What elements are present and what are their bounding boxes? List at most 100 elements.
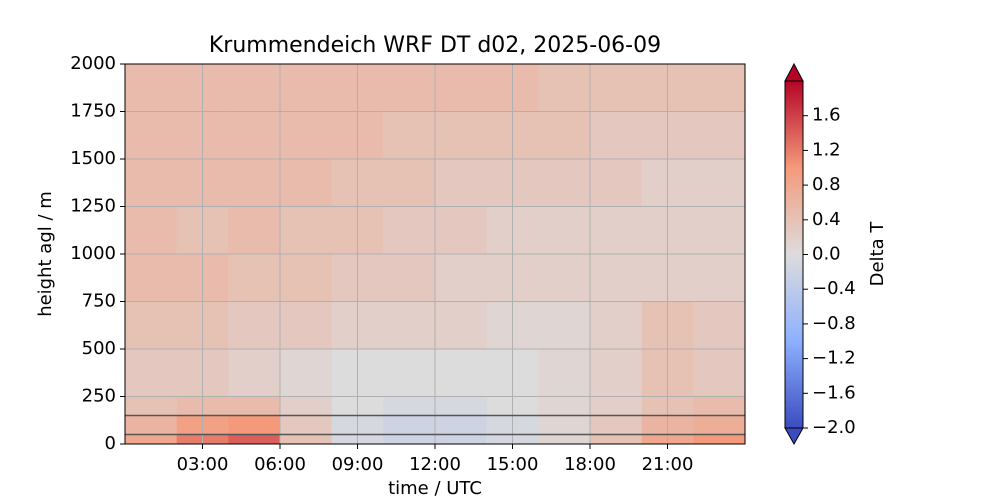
heat-cell — [538, 396, 591, 416]
heat-cell — [280, 349, 333, 397]
heat-cell — [125, 254, 178, 302]
heat-cell — [383, 254, 436, 302]
heat-cell — [435, 159, 488, 207]
heat-cell — [693, 206, 745, 255]
heat-cell — [538, 254, 591, 302]
heat-cell — [125, 396, 178, 416]
heat-cell — [435, 396, 488, 416]
heat-cell — [280, 301, 333, 350]
heat-cell — [228, 434, 281, 444]
colorbar-tick-label: 0.4 — [812, 209, 841, 230]
heat-cell — [693, 64, 745, 112]
x-tick-label: 18:00 — [564, 454, 616, 475]
y-tick-label: 1750 — [70, 101, 116, 122]
x-tick-label: 12:00 — [409, 454, 461, 475]
heat-cell — [693, 254, 745, 302]
y-axis-label: height agl / m — [35, 191, 56, 317]
colorbar-tick-label: 1.6 — [812, 105, 841, 126]
heat-cell — [590, 254, 643, 302]
heat-cell — [228, 396, 281, 416]
heat-cell — [590, 301, 643, 350]
y-tick-label: 500 — [82, 338, 116, 359]
heat-cell — [693, 349, 745, 397]
heat-cell — [228, 64, 281, 112]
chart-title: Krummendeich WRF DT d02, 2025-06-09 — [209, 33, 661, 58]
heat-cell — [590, 111, 643, 160]
heat-cell — [435, 64, 488, 112]
heat-cell — [280, 434, 333, 444]
x-tick-label: 21:00 — [642, 454, 694, 475]
x-tick-label: 15:00 — [487, 454, 539, 475]
x-axis-label: time / UTC — [388, 478, 482, 499]
colorbar-tick-label: −2.0 — [812, 417, 856, 438]
colorbar-tick-label: −0.4 — [812, 278, 856, 299]
heat-cell — [590, 349, 643, 397]
heatmap — [125, 64, 745, 444]
colorbar-tick-label: −0.8 — [812, 313, 856, 334]
colorbar-tick-label: 0.0 — [812, 244, 841, 265]
heat-cell — [228, 111, 281, 160]
heat-cell — [435, 254, 488, 302]
heat-cell — [435, 111, 488, 160]
heat-cell — [383, 64, 436, 112]
heat-cell — [228, 301, 281, 350]
colorbar — [785, 81, 803, 428]
heat-cell — [228, 206, 281, 255]
heat-cell — [383, 415, 436, 435]
heat-cell — [125, 434, 178, 444]
y-tick-label: 0 — [105, 433, 116, 454]
heat-cell — [590, 415, 643, 435]
heat-cell — [538, 434, 591, 444]
heat-cell — [435, 349, 488, 397]
heat-cell — [125, 349, 178, 397]
y-tick-label: 250 — [82, 386, 116, 407]
y-tick-label: 750 — [82, 291, 116, 312]
colorbar-tick-label: 0.8 — [812, 174, 841, 195]
heat-cell — [435, 434, 488, 444]
heat-cell — [280, 396, 333, 416]
heat-cell — [383, 396, 436, 416]
heat-cell — [383, 159, 436, 207]
heat-cell — [383, 349, 436, 397]
heat-cell — [228, 349, 281, 397]
heat-cell — [693, 415, 745, 435]
heat-cell — [280, 206, 333, 255]
heat-cell — [125, 206, 178, 255]
colorbar-extend-bottom — [784, 427, 804, 446]
heat-cell — [228, 159, 281, 207]
plot-frame — [124, 63, 746, 445]
heat-cell — [538, 111, 591, 160]
heat-cell — [125, 111, 178, 160]
heat-cell — [125, 301, 178, 350]
heat-cell — [383, 434, 436, 444]
heat-cell — [228, 415, 281, 435]
heat-cell — [590, 64, 643, 112]
heat-cell — [538, 64, 591, 112]
x-tick-label: 03:00 — [177, 454, 229, 475]
heat-cell — [125, 415, 178, 435]
heat-cell — [538, 206, 591, 255]
heat-cell — [590, 159, 643, 207]
heat-cell — [693, 159, 745, 207]
heat-cell — [383, 301, 436, 350]
heat-cell — [590, 396, 643, 416]
heat-cell — [383, 111, 436, 160]
y-tick-label: 1250 — [70, 196, 116, 217]
heat-cell — [280, 111, 333, 160]
heat-cell — [125, 64, 178, 112]
colorbar-tick-label: −1.2 — [812, 348, 856, 369]
heat-cell — [280, 254, 333, 302]
heat-cell — [538, 415, 591, 435]
colorbar-label: Delta T — [867, 221, 888, 287]
heat-cell — [590, 206, 643, 255]
heat-cell — [228, 254, 281, 302]
heat-cell — [435, 301, 488, 350]
heat-cell — [280, 159, 333, 207]
y-tick-label: 2000 — [70, 53, 116, 74]
x-tick-label: 09:00 — [332, 454, 384, 475]
heat-cell — [125, 159, 178, 207]
heat-cell — [435, 415, 488, 435]
colorbar-tick-label: 1.2 — [812, 139, 841, 160]
heat-cell — [280, 64, 333, 112]
